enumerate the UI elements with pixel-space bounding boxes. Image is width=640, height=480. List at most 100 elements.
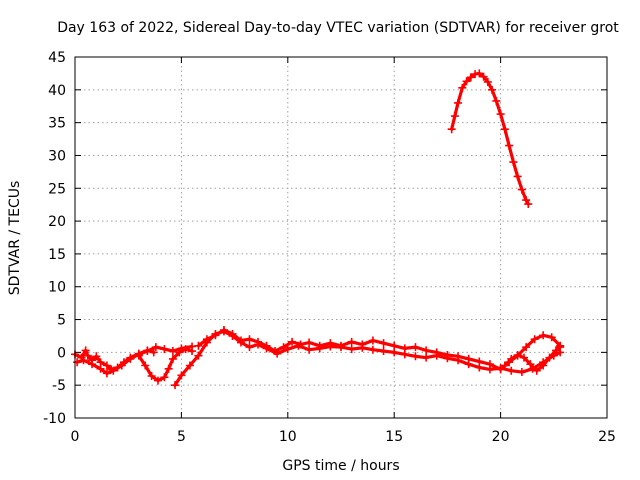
data-point bbox=[526, 360, 535, 369]
data-point bbox=[500, 361, 509, 370]
data-point bbox=[236, 336, 245, 345]
data-point bbox=[522, 343, 531, 352]
y-tick-label: 15 bbox=[48, 247, 66, 263]
x-axis-title: GPS time / hours bbox=[282, 458, 399, 474]
data-point bbox=[315, 341, 324, 350]
data-point bbox=[171, 381, 180, 390]
grid-layer bbox=[75, 57, 607, 418]
data-point bbox=[479, 72, 488, 81]
data-layer bbox=[71, 69, 565, 390]
data-point bbox=[454, 352, 463, 361]
plot-frame bbox=[74, 56, 608, 419]
axes-layer: 0 5 10 15 20 25 -10 -5 0 5 10 15 20 25 30 35 40 45 bbox=[43, 50, 616, 445]
data-point bbox=[109, 366, 118, 375]
data-point bbox=[262, 341, 271, 350]
data-point bbox=[177, 371, 186, 380]
data-point bbox=[141, 361, 150, 370]
data-point bbox=[283, 345, 292, 354]
data-point bbox=[271, 347, 280, 356]
data-point bbox=[102, 369, 111, 378]
data-point bbox=[88, 360, 97, 369]
data-point bbox=[517, 368, 526, 377]
data-point bbox=[507, 366, 516, 375]
y-tick-label: -10 bbox=[43, 411, 66, 427]
data-point bbox=[73, 358, 82, 367]
data-point bbox=[164, 364, 173, 373]
data-point bbox=[379, 339, 388, 348]
data-point bbox=[545, 353, 554, 362]
x-tick-label: 20 bbox=[492, 429, 510, 445]
data-point bbox=[517, 185, 526, 194]
data-point bbox=[185, 361, 194, 370]
data-point bbox=[422, 346, 431, 355]
data-point bbox=[532, 366, 541, 375]
data-point bbox=[513, 172, 522, 181]
data-point bbox=[126, 354, 135, 363]
data-point bbox=[134, 351, 143, 360]
y-tick-label: 0 bbox=[57, 345, 66, 361]
data-point bbox=[181, 345, 190, 354]
data-point bbox=[539, 361, 548, 370]
series-line-arc-3 bbox=[137, 347, 194, 383]
data-point bbox=[411, 352, 420, 361]
data-point bbox=[443, 350, 452, 359]
data-point bbox=[379, 347, 388, 356]
x-tick-label: 0 bbox=[71, 429, 80, 445]
data-point bbox=[347, 345, 356, 354]
y-axis-title: SDTVAR / TECUs bbox=[7, 181, 23, 296]
y-tick-label: 45 bbox=[48, 50, 66, 66]
data-point bbox=[462, 77, 471, 86]
y-tick-label: 10 bbox=[48, 280, 66, 296]
data-point bbox=[509, 158, 518, 167]
data-point bbox=[245, 335, 254, 344]
data-point bbox=[219, 326, 228, 335]
chart-title: Day 163 of 2022, Sidereal Day-to-day VTE… bbox=[57, 20, 619, 36]
data-point bbox=[202, 335, 211, 344]
data-point bbox=[368, 345, 377, 354]
data-point bbox=[496, 365, 505, 374]
data-point bbox=[254, 337, 263, 346]
data-point bbox=[422, 353, 431, 362]
data-point bbox=[92, 352, 101, 361]
x-tick-label: 5 bbox=[177, 429, 186, 445]
data-point bbox=[500, 125, 509, 134]
data-point bbox=[390, 341, 399, 350]
data-point bbox=[464, 354, 473, 363]
data-point bbox=[83, 351, 92, 360]
y-tick-label: 30 bbox=[48, 148, 66, 164]
data-point bbox=[450, 112, 459, 121]
data-point bbox=[556, 343, 565, 352]
data-point bbox=[211, 331, 220, 340]
x-tick-label: 10 bbox=[279, 429, 297, 445]
data-point bbox=[305, 338, 314, 347]
data-point bbox=[505, 141, 514, 150]
data-point bbox=[168, 354, 177, 363]
data-point bbox=[454, 98, 463, 107]
data-point bbox=[400, 344, 409, 353]
data-point bbox=[547, 333, 556, 342]
data-point bbox=[194, 341, 203, 350]
data-point bbox=[458, 83, 467, 92]
y-tick-label: 20 bbox=[48, 214, 66, 230]
data-point bbox=[520, 353, 529, 362]
series-line-arc-6 bbox=[503, 345, 562, 373]
data-point bbox=[296, 340, 305, 349]
y-tick-label: 25 bbox=[48, 181, 66, 197]
data-point bbox=[492, 96, 501, 105]
data-point bbox=[305, 345, 314, 354]
x-tick-label: 15 bbox=[385, 429, 403, 445]
data-point bbox=[347, 337, 356, 346]
data-point bbox=[117, 361, 126, 370]
data-point bbox=[483, 77, 492, 86]
data-point bbox=[288, 337, 297, 346]
data-point bbox=[279, 343, 288, 352]
data-point bbox=[160, 373, 169, 382]
data-point bbox=[188, 347, 197, 356]
data-point bbox=[175, 348, 184, 357]
data-point bbox=[432, 348, 441, 357]
data-point bbox=[143, 347, 152, 356]
data-point bbox=[153, 376, 162, 385]
data-point bbox=[466, 73, 475, 82]
data-point bbox=[245, 343, 254, 352]
